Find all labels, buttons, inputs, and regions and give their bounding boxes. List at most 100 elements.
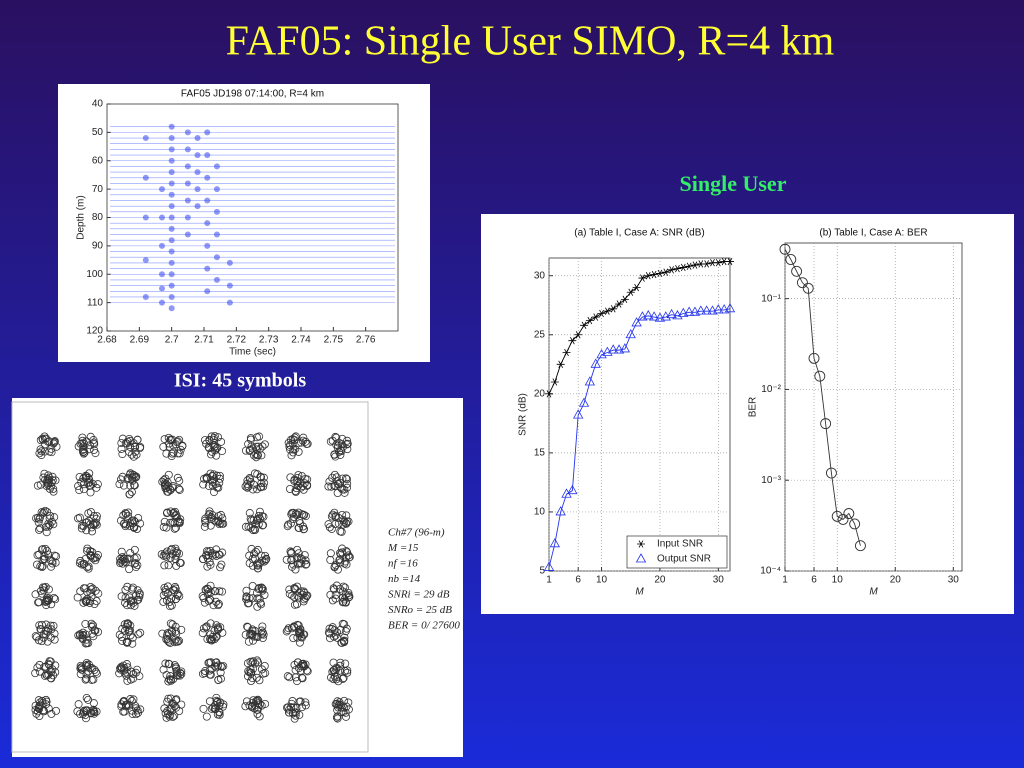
- symbol: [253, 705, 262, 714]
- symbol: [205, 509, 214, 518]
- symbol: [241, 482, 250, 491]
- symbol: [162, 509, 171, 518]
- symbol: [342, 440, 351, 449]
- x-tick-label: 2.69: [130, 335, 150, 346]
- symbol: [294, 482, 303, 491]
- point: [194, 186, 201, 193]
- panel: [12, 398, 463, 757]
- symbol: [336, 527, 345, 536]
- point: [194, 152, 201, 159]
- x-tick-label: 6: [811, 575, 817, 586]
- symbol: [38, 545, 47, 554]
- symbol: [204, 551, 213, 560]
- symbol: [336, 446, 345, 455]
- symbol: [123, 582, 132, 591]
- symbol: [131, 559, 140, 568]
- x-tick-label: 2.7: [165, 335, 179, 346]
- symbol: [175, 636, 184, 645]
- point: [158, 285, 165, 292]
- symbol: [261, 669, 270, 678]
- symbol: [333, 488, 342, 497]
- constellation-cluster: [324, 470, 352, 497]
- y-tick-label: 5: [539, 566, 545, 577]
- symbol: [333, 633, 342, 642]
- symbol: [253, 561, 262, 570]
- constellation-cluster: [326, 581, 354, 607]
- symbol: [253, 695, 262, 704]
- point: [168, 203, 175, 210]
- symbol: [325, 629, 334, 638]
- symbol: [125, 447, 134, 456]
- symbol: [297, 438, 306, 447]
- symbol: [34, 696, 43, 705]
- symbol: [36, 513, 45, 522]
- point: [204, 129, 211, 136]
- y-tick-label: 10⁻³: [761, 475, 781, 486]
- symbol: [258, 584, 267, 593]
- symbol: [129, 439, 138, 448]
- marker: [638, 274, 647, 282]
- symbol: [293, 582, 302, 591]
- symbol: [86, 588, 95, 597]
- x-tick-label: 20: [654, 575, 666, 586]
- symbol: [298, 436, 307, 445]
- symbol: [74, 700, 83, 709]
- legend-label: Output SNR: [657, 554, 711, 565]
- symbol: [175, 519, 184, 528]
- symbol: [122, 509, 131, 518]
- constellation-cluster: [159, 659, 186, 686]
- symbol: [243, 479, 252, 488]
- symbol: [170, 661, 179, 670]
- symbol: [331, 631, 340, 640]
- plot-area: [784, 242, 963, 572]
- symbol: [170, 711, 179, 720]
- symbol: [243, 483, 252, 492]
- symbol: [341, 557, 350, 566]
- marker: [825, 467, 837, 479]
- symbol: [287, 624, 296, 633]
- symbol: [293, 476, 302, 485]
- symbol: [37, 620, 46, 629]
- symbol: [208, 477, 217, 486]
- marker: [632, 283, 641, 292]
- symbol: [120, 557, 129, 566]
- symbol: [212, 444, 221, 453]
- x-tick-label: 2.75: [324, 335, 344, 346]
- symbol: [129, 583, 138, 592]
- point: [158, 186, 165, 193]
- symbol: [216, 674, 225, 683]
- symbol: [341, 598, 350, 607]
- symbol: [217, 437, 226, 446]
- constellation-cluster: [32, 544, 61, 572]
- symbol: [41, 582, 50, 591]
- symbol: [31, 590, 40, 599]
- x-tick-label: 30: [713, 575, 725, 586]
- chart-title: (b) Table I, Case A: BER: [819, 228, 927, 239]
- marker: [603, 307, 612, 315]
- x-tick-label: 20: [890, 575, 902, 586]
- symbol: [243, 659, 252, 668]
- symbol: [77, 524, 86, 533]
- symbol: [261, 556, 270, 565]
- symbol: [133, 586, 142, 595]
- symbol: [170, 638, 179, 647]
- symbol: [31, 632, 40, 641]
- symbol: [159, 597, 168, 606]
- symbol: [90, 600, 99, 609]
- symbol: [81, 554, 90, 563]
- symbol: [165, 629, 174, 638]
- marker: [667, 266, 676, 274]
- symbol: [203, 562, 212, 571]
- constellation-cluster: [76, 658, 101, 684]
- symbol: [33, 551, 42, 560]
- constellation-cluster: [241, 695, 270, 721]
- symbol: [171, 582, 180, 591]
- symbol: [91, 667, 100, 676]
- symbol: [253, 602, 262, 611]
- symbol: [300, 630, 309, 639]
- symbol: [177, 625, 186, 634]
- symbol: [84, 478, 93, 487]
- constellation-cluster: [31, 582, 60, 610]
- marker: [791, 265, 803, 277]
- symbol: [211, 442, 220, 451]
